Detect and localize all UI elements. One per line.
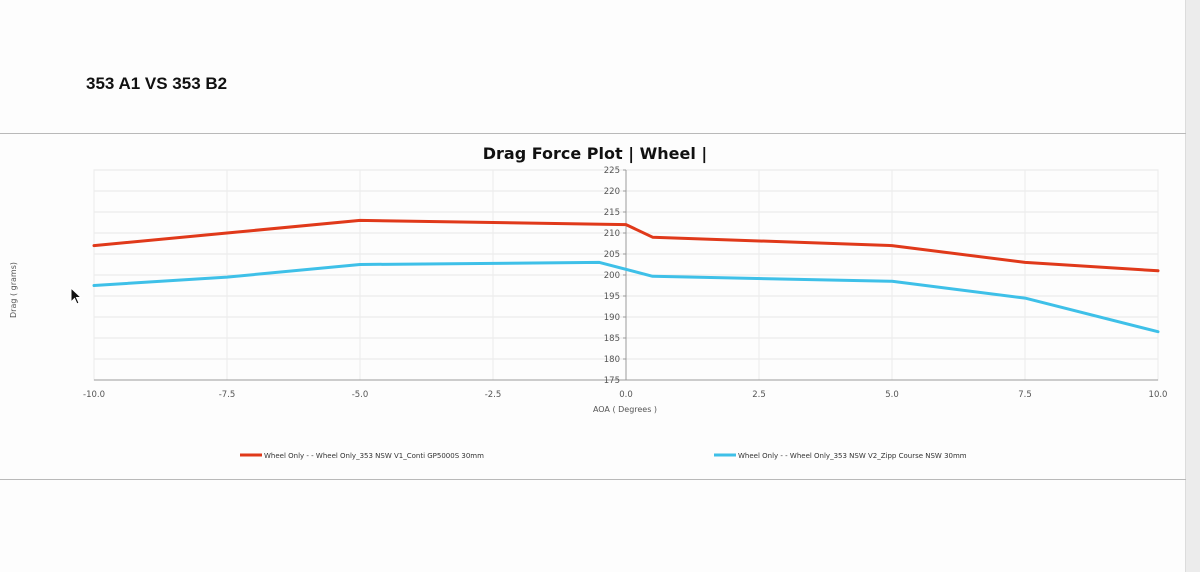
- y-tick-label: 190: [604, 313, 620, 323]
- y-tick-label: 175: [604, 376, 620, 386]
- y-tick-label: 195: [604, 292, 620, 302]
- chart-tick-labels: 175 180 185 190 195 200 205 210 215 220 225 -10.0 -7…: [83, 166, 1167, 400]
- y-tick-label: 200: [604, 271, 620, 281]
- divider-top: [0, 133, 1186, 134]
- chart-series: [92, 218, 1160, 334]
- x-tick-label: 10.0: [1149, 390, 1168, 400]
- page-heading: 353 A1 VS 353 B2: [86, 74, 228, 93]
- x-tick-label: -5.0: [352, 390, 369, 400]
- x-tick-label: 0.0: [619, 390, 633, 400]
- chart-axes: [94, 169, 1158, 381]
- window-edge-strip: [1185, 0, 1200, 572]
- series-line-1: [92, 218, 1160, 273]
- y-tick-label: 185: [604, 334, 620, 344]
- mouse-pointer-icon: [70, 287, 83, 305]
- series-line-2: [92, 260, 1160, 334]
- y-tick-label: 220: [604, 187, 620, 197]
- legend-label-2: Wheel Only - - Wheel Only_353 NSW V2_Zip…: [738, 452, 967, 460]
- chart-title: Drag Force Plot | Wheel |: [482, 144, 708, 163]
- x-tick-label: -2.5: [485, 390, 502, 400]
- y-axis-label: Drag ( grams): [9, 262, 18, 318]
- legend-label-1: Wheel Only - - Wheel Only_353 NSW V1_Con…: [264, 452, 484, 460]
- x-tick-label: 5.0: [885, 390, 899, 400]
- chart-legend: Wheel Only - - Wheel Only_353 NSW V1_Con…: [240, 452, 967, 460]
- x-axis-label: AOA ( Degrees ): [593, 405, 657, 414]
- x-tick-label: 2.5: [752, 390, 766, 400]
- y-tick-label: 205: [604, 250, 620, 260]
- y-tick-label: 210: [604, 229, 620, 239]
- y-tick-label: 215: [604, 208, 620, 218]
- y-tick-label: 180: [604, 355, 620, 365]
- divider-bottom: [0, 479, 1186, 480]
- x-tick-label: 7.5: [1018, 390, 1032, 400]
- y-tick-label: 225: [604, 166, 620, 176]
- x-tick-label: -7.5: [219, 390, 236, 400]
- x-tick-label: -10.0: [83, 390, 105, 400]
